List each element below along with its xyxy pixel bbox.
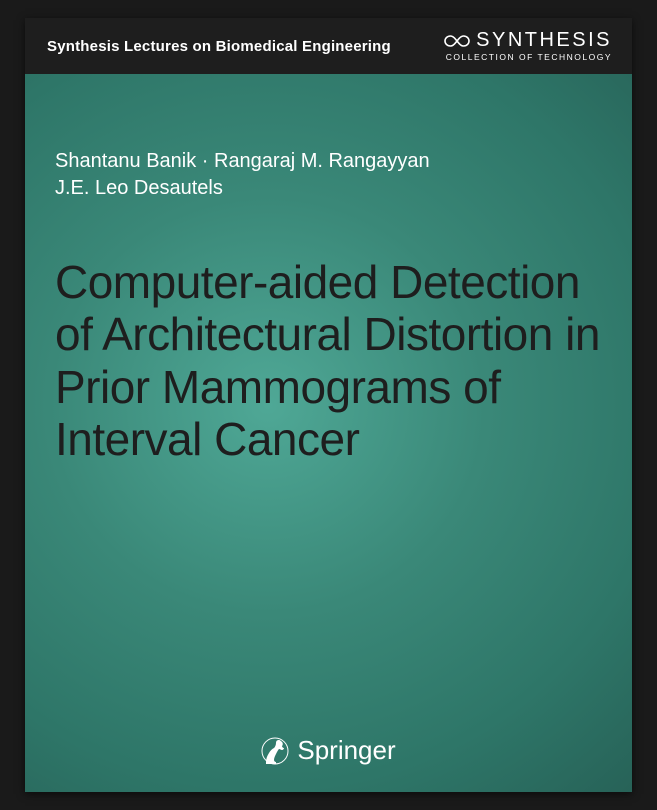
logo-top-row: SYNTHESIS (444, 30, 612, 51)
authors-line-1: Shantanu Banik · Rangaraj M. Rangayyan (55, 148, 430, 175)
authors-block: Shantanu Banik · Rangaraj M. Rangayyan J… (55, 148, 430, 202)
logo-subtitle: COLLECTION OF TECHNOLOGY (444, 53, 612, 62)
synthesis-logo: SYNTHESIS COLLECTION OF TECHNOLOGY (444, 30, 612, 62)
top-bar: Synthesis Lectures on Biomedical Enginee… (25, 18, 632, 74)
publisher-block: Springer (25, 735, 632, 766)
authors-line-2: J.E. Leo Desautels (55, 175, 430, 202)
book-cover: Synthesis Lectures on Biomedical Enginee… (25, 18, 632, 792)
page-container: Synthesis Lectures on Biomedical Enginee… (0, 0, 657, 810)
logo-brand: SYNTHESIS (476, 30, 612, 51)
publisher-name: Springer (297, 735, 395, 766)
book-title: Computer-aided Detection of Architectura… (55, 256, 602, 466)
series-title: Synthesis Lectures on Biomedical Enginee… (47, 38, 391, 55)
infinity-icon (444, 34, 470, 48)
springer-horse-icon (261, 736, 289, 766)
